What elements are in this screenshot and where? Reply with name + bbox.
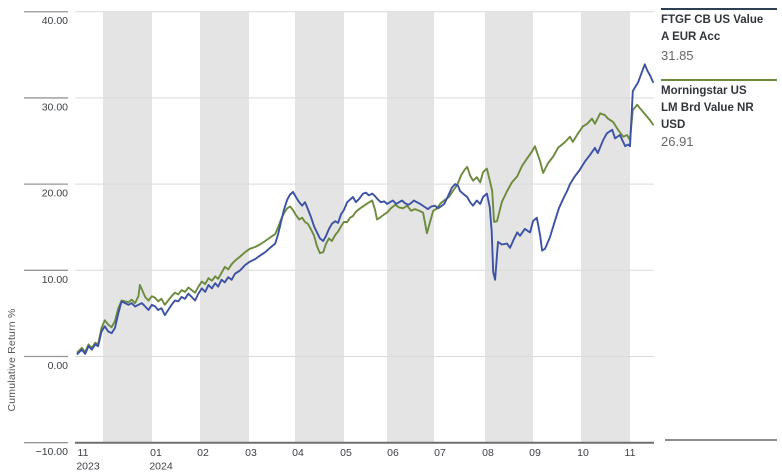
month-band xyxy=(485,11,533,443)
month-band xyxy=(295,11,344,443)
x-tick-label: 09 xyxy=(529,447,541,459)
x-tick-label: 10 xyxy=(577,447,589,459)
x-tick-label: 07 xyxy=(434,447,446,459)
x-tick-label: 06 xyxy=(387,447,399,459)
legend-value-index: 26.91 xyxy=(661,134,694,149)
x-tick-label: 11 xyxy=(78,447,89,459)
y-axis-title: Cumulative Return % xyxy=(6,308,18,412)
legend-label-index: Morningstar US LM Brd Value NR USD xyxy=(661,83,778,134)
legend-label-index-line1: Morningstar US xyxy=(661,85,747,97)
legend-label-fund: FTGF CB US Value A EUR Acc xyxy=(661,12,778,46)
legend-rule-fund xyxy=(661,8,777,10)
series-line-1 xyxy=(76,103,654,354)
y-tick-label: 0.00 xyxy=(48,360,69,372)
x-tick-year-label: 2024 xyxy=(149,461,173,473)
legend-label-index-line3: USD xyxy=(661,119,686,131)
y-tick-label: 40.00 xyxy=(42,15,68,27)
series-line-0 xyxy=(76,63,654,355)
legend-value-fund: 31.85 xyxy=(661,48,694,63)
month-band xyxy=(581,11,630,443)
x-tick-label: 02 xyxy=(197,447,209,459)
legend-label-index-line2: LM Brd Value NR xyxy=(661,102,754,114)
x-tick-label: 01 xyxy=(150,447,162,459)
legend-rule-index xyxy=(661,79,777,81)
x-tick-label: 11 xyxy=(625,447,636,459)
month-band xyxy=(387,11,434,443)
legend-label-fund-line2: A EUR Acc xyxy=(661,31,721,43)
x-tick-label: 08 xyxy=(482,447,494,459)
month-band xyxy=(200,11,249,443)
x-tick-label: 04 xyxy=(292,447,304,459)
y-tick-label: 10.00 xyxy=(42,274,68,286)
x-tick-label: 03 xyxy=(245,447,257,459)
legend-bottom-separator xyxy=(665,439,777,441)
x-tick-year-label: 2023 xyxy=(76,461,100,473)
legend-label-fund-line1: FTGF CB US Value xyxy=(661,14,764,26)
month-band xyxy=(103,11,152,443)
y-tick-label: 30.00 xyxy=(42,101,68,113)
y-tick-label: 20.00 xyxy=(42,188,68,200)
x-tick-label: 05 xyxy=(340,447,352,459)
y-tick-label: −10.00 xyxy=(36,446,69,458)
